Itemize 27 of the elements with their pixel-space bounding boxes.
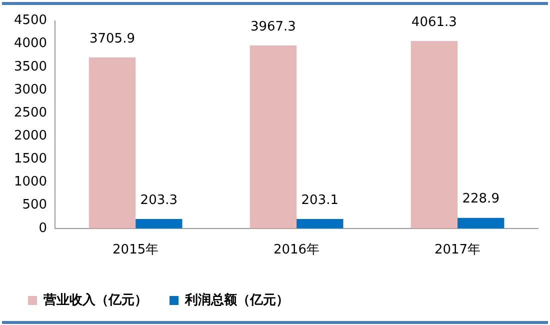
- data-label: 203.1: [301, 192, 338, 208]
- y-tick-label: 0: [38, 220, 48, 236]
- legend-label: 营业收入（亿元）: [42, 292, 148, 308]
- y-tick-label: 2000: [14, 128, 48, 144]
- y-tick-label: 3500: [14, 59, 48, 74]
- data-label: 4061.3: [411, 14, 457, 30]
- y-tick-label: 4000: [14, 36, 48, 52]
- bar: [88, 57, 136, 228]
- x-tick-label: 2017年: [434, 242, 481, 258]
- data-label: 3967.3: [250, 19, 296, 34]
- data-label: 203.3: [140, 192, 178, 208]
- y-tick-label: 1000: [14, 174, 48, 190]
- bar: [250, 45, 297, 228]
- legend-label: 利润总额（亿元）: [184, 292, 289, 308]
- data-label: 3705.9: [89, 31, 135, 46]
- y-tick-label: 500: [22, 198, 48, 213]
- y-tick-label: 1500: [14, 152, 48, 167]
- x-tick-label: 2016年: [273, 242, 320, 258]
- bar: [458, 218, 504, 228]
- y-tick-label: 3000: [14, 82, 48, 98]
- bar: [136, 219, 182, 228]
- y-tick-label: 4500: [14, 13, 48, 28]
- y-tick-label: 2500: [14, 105, 48, 120]
- data-label: 228.9: [462, 192, 500, 207]
- x-tick-label: 2015年: [112, 242, 159, 258]
- bar: [296, 219, 344, 228]
- bar: [410, 41, 458, 228]
